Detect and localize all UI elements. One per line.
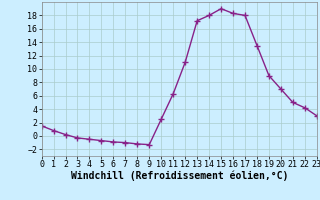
X-axis label: Windchill (Refroidissement éolien,°C): Windchill (Refroidissement éolien,°C)	[70, 171, 288, 181]
